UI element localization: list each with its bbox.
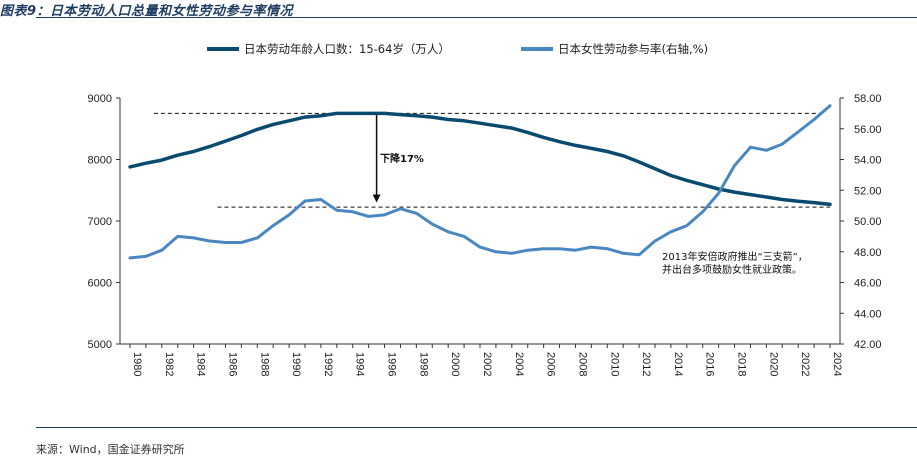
reference-lines: [153, 112, 830, 208]
legend: 日本劳动年龄人口数：15-64岁（万人） 日本女性劳动参与率(右轴,%): [207, 42, 708, 56]
x-tick-label: 1988: [258, 352, 270, 376]
y-right-tick-label: 44.00: [854, 308, 882, 320]
x-tick-label: 1990: [290, 352, 302, 376]
bottom-rule: [36, 427, 917, 428]
title-rule: [36, 17, 917, 18]
x-tick-label: 1982: [163, 352, 175, 376]
x-tick-label: 2008: [576, 352, 588, 376]
x-tick-label: 2022: [799, 352, 811, 376]
y-left-tick-label: 7000: [88, 216, 112, 228]
y-right-tick-label: 46.00: [854, 278, 882, 290]
y-left-tick-label: 5000: [88, 339, 112, 351]
x-tick-label: 1996: [386, 352, 398, 376]
policy-annotation-line-1: 2013年安倍政府推出“三支箭”，: [662, 250, 808, 263]
y-right-tick-label: 54.00: [854, 155, 882, 167]
x-tick-label: 1994: [354, 352, 366, 376]
source-note: 来源：Wind，国金证券研究所: [36, 443, 185, 456]
x-tick-label: 1986: [226, 352, 238, 376]
x-tick-label: 2014: [672, 352, 684, 376]
y-left-tick-label: 6000: [88, 278, 112, 290]
x-tick-label: 1992: [322, 352, 334, 376]
x-tick-label: 2004: [513, 352, 525, 376]
y-left-tick-label: 8000: [88, 155, 112, 167]
x-tick-label: 2006: [545, 352, 557, 376]
x-tick-label: 2012: [640, 352, 652, 376]
x-tick-label: 2024: [831, 352, 843, 376]
legend-label-population: 日本劳动年龄人口数：15-64岁（万人）: [244, 42, 450, 56]
x-tick-label: 2016: [704, 352, 716, 376]
decline-annotation: 下降17%: [380, 152, 424, 165]
y-right-tick-label: 50.00: [854, 216, 882, 228]
policy-annotation-line-2: 并出台多项鼓励女性就业政策。: [662, 263, 802, 276]
y-right-tick-label: 52.00: [854, 185, 882, 197]
y-right-tick-label: 42.00: [854, 339, 882, 351]
y-right-tick-label: 48.00: [854, 247, 882, 259]
x-tick-label: 2018: [736, 352, 748, 376]
x-tick-label: 2000: [449, 352, 461, 376]
y-left-tick-label: 9000: [88, 93, 112, 105]
x-tick-label: 1980: [131, 352, 143, 376]
y-right-tick-label: 56.00: [854, 124, 882, 136]
x-tick-label: 1984: [195, 352, 207, 376]
x-tick-label: 2002: [481, 352, 493, 376]
decline-arrow-head: [372, 194, 381, 203]
legend-label-female-participation: 日本女性劳动参与率(右轴,%): [558, 42, 708, 56]
annotations: 下降17% 2013年安倍政府推出“三支箭”， 并出台多项鼓励女性就业政策。: [380, 152, 808, 276]
series-lines: [128, 104, 832, 260]
y-right-tick-label: 58.00: [854, 93, 882, 105]
axes: 5000 6000 7000 8000 9000 42.00 44.00 46.00 48.00…: [88, 93, 882, 376]
x-tick-label: 2020: [767, 352, 779, 376]
series-line-female-participation-rate: [128, 104, 832, 260]
figure-title: 图表9：日本劳动人口总量和女性劳动参与率情况: [0, 4, 294, 19]
x-tick-label: 2010: [608, 352, 620, 376]
x-tick-label: 1998: [417, 352, 429, 376]
series-line-working-age-population: [128, 111, 832, 207]
